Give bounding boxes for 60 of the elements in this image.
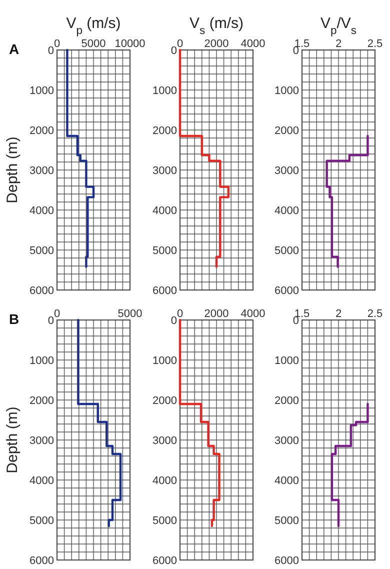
y-tick-label: 4000: [30, 205, 54, 217]
x-tick-label: 10000: [114, 38, 146, 50]
y-tick-label: 4000: [152, 205, 177, 217]
line-series: [178, 318, 220, 528]
y-tick-label: 1000: [152, 85, 177, 97]
y-tick-label: 3000: [152, 435, 177, 447]
x-tick-label: 5000: [81, 38, 106, 50]
x-tick-label: 4000: [240, 308, 266, 320]
y-tick-label: 5000: [152, 515, 177, 527]
x-tick-label: 2: [335, 38, 342, 50]
x-tick-label: 2.5: [367, 38, 383, 50]
x-tick-label: 2000: [204, 38, 229, 50]
y-tick-label: 1000: [30, 85, 54, 97]
y-axis-title: Depth (m): [4, 136, 21, 204]
line-series: [326, 134, 369, 268]
y-tick-label: 3000: [30, 165, 54, 177]
y-axis-title: Depth (m): [4, 406, 21, 474]
y-tick-label: 4000: [30, 475, 54, 487]
y-tick-label: 4000: [152, 475, 177, 487]
y-tick-label: 1000: [30, 355, 54, 367]
y-tick-label: 1000: [274, 85, 299, 97]
x-tick-label: 2.5: [367, 308, 383, 320]
x-tick-label: 4000: [240, 38, 266, 50]
chart-title: V$_{p}$/V$_{s}$: [320, 15, 357, 37]
line-series: [66, 48, 95, 268]
y-tick-label: 5000: [152, 245, 177, 257]
chart-title: V$_{p}$ (m/s): [66, 15, 121, 37]
y-tick-label: 4000: [274, 205, 299, 217]
text: A: [9, 41, 20, 57]
y-tick-label: 5000: [274, 245, 299, 257]
y-tick-label: 5000: [274, 515, 299, 527]
y-tick-label: 2000: [152, 125, 177, 137]
y-tick-label: 1000: [274, 355, 299, 367]
text: B: [9, 311, 20, 327]
y-tick-label: 2000: [152, 395, 177, 407]
chart-title: V$_{s}$ (m/s): [190, 15, 244, 37]
y-tick-label: 5000: [30, 245, 54, 257]
y-tick-label: 2000: [30, 395, 54, 407]
y-tick-label: 6000: [152, 555, 177, 567]
y-tick-label: 6000: [274, 555, 299, 567]
y-tick-label: 1000: [152, 355, 177, 367]
line-series: [178, 48, 230, 268]
y-tick-label: 2000: [274, 125, 299, 137]
y-tick-label: 3000: [30, 435, 54, 447]
y-tick-label: 3000: [152, 165, 177, 177]
y-tick-label: 6000: [274, 285, 299, 297]
y-tick-label: 2000: [30, 125, 54, 137]
x-tick-label: 2000: [204, 308, 229, 320]
y-tick-label: 6000: [152, 285, 177, 297]
y-tick-label: 6000: [30, 555, 54, 567]
x-tick-label: 5000: [118, 308, 142, 320]
y-tick-label: 4000: [274, 475, 299, 487]
line-series: [77, 318, 122, 528]
x-tick-label: 2: [335, 308, 342, 320]
y-tick-label: 3000: [274, 435, 299, 447]
y-tick-label: 2000: [274, 395, 299, 407]
y-tick-label: 3000: [274, 165, 299, 177]
y-tick-label: 5000: [30, 515, 54, 527]
y-tick-label: 6000: [30, 285, 54, 297]
line-series: [330, 402, 369, 528]
